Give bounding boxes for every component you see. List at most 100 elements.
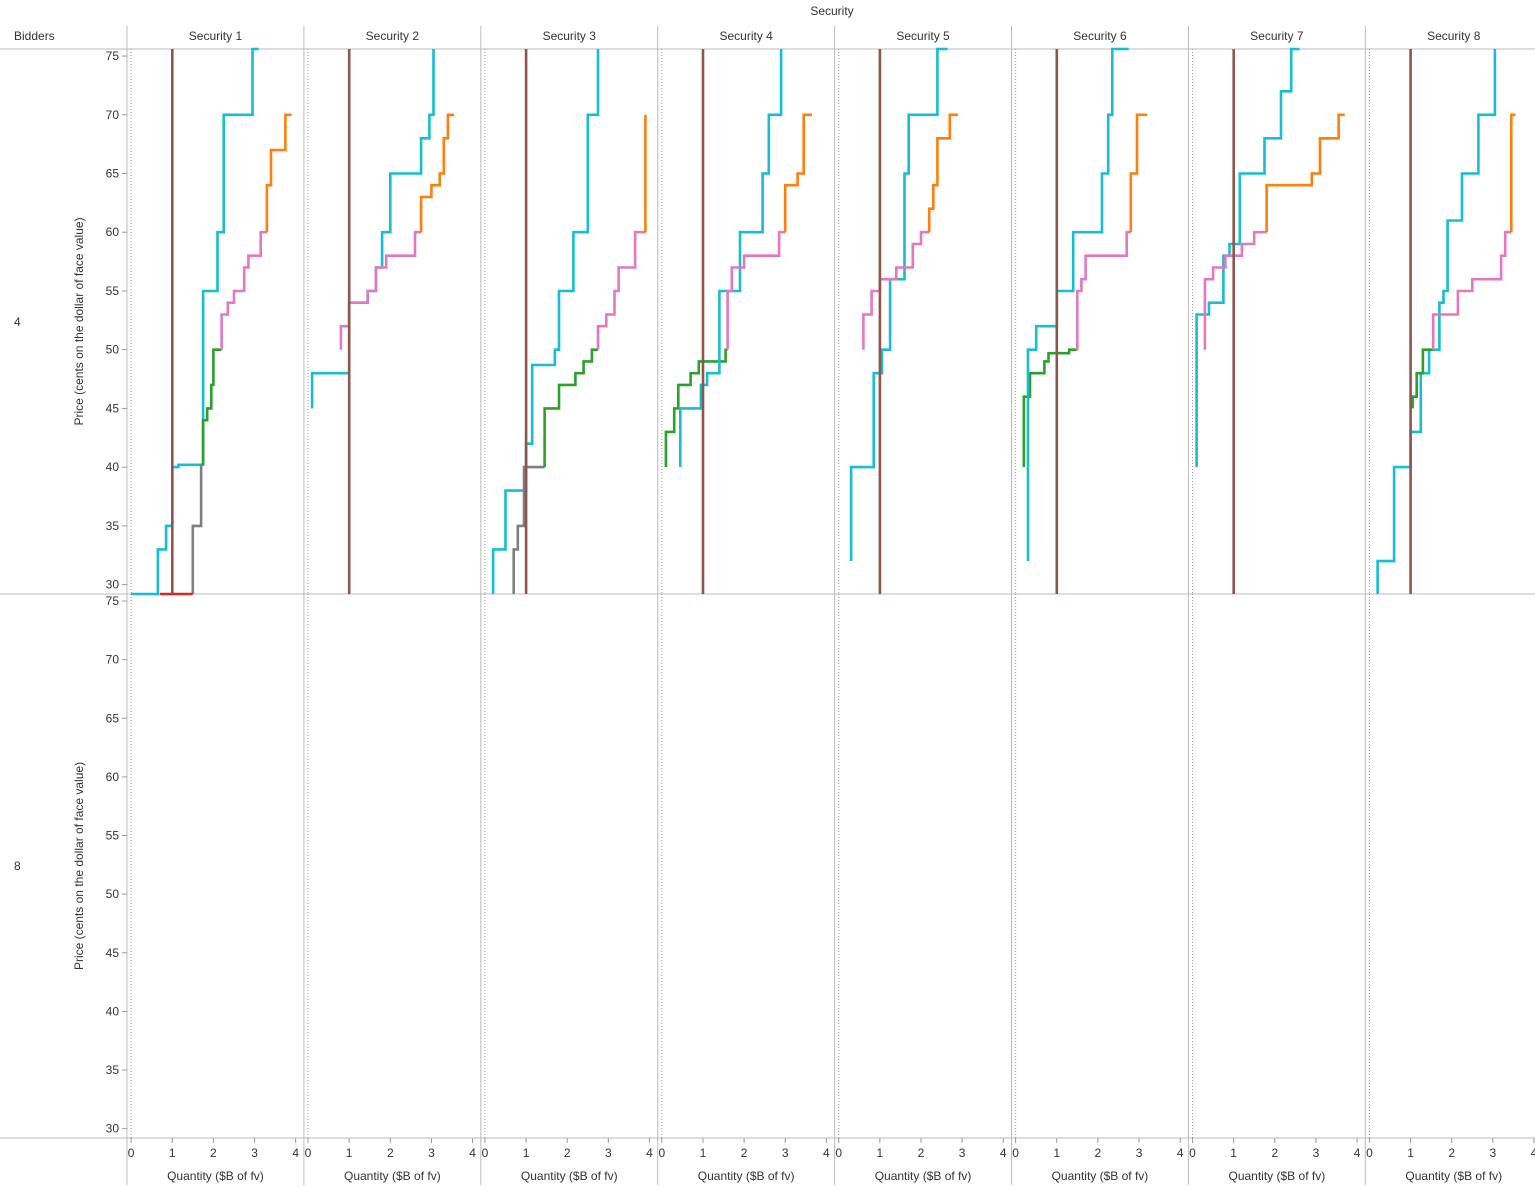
panel-grid: [0, 26, 1535, 1185]
x-tick-label: 0: [128, 1146, 135, 1160]
x-tick-label: 3: [428, 1146, 435, 1160]
y-axis-row-8: 30 35 40 45 50 55 60 65 70 75 Price (cents on the …: [72, 594, 127, 1136]
green-bid-curve: [201, 348, 222, 465]
teal-bid-curve: [1026, 47, 1129, 562]
column-title: Security 8: [1427, 29, 1481, 43]
y-tick-label: 75: [106, 49, 120, 63]
x-axis-label: Quantity ($B of fv): [698, 1169, 795, 1183]
x-tick-label: 4: [292, 1146, 299, 1160]
row-label-4: 4: [14, 315, 21, 329]
row-header: Bidders: [14, 29, 55, 43]
panel-4-security-7: [1195, 47, 1345, 594]
x-axis-col-8: 0 1 2 3 4 Quantity ($B of fv): [1366, 1138, 1535, 1183]
orange-bid-curve: [783, 113, 812, 233]
x-tick-label: 0: [305, 1146, 312, 1160]
pink-bid-curve: [220, 230, 267, 350]
row-label-8: 8: [14, 859, 21, 873]
x-tick-label: 3: [251, 1146, 258, 1160]
panel-4-security-1: [131, 47, 292, 596]
x-axis-label: Quantity ($B of fv): [344, 1169, 441, 1183]
orange-bid-curve: [1510, 113, 1516, 233]
x-tick-label: 4: [469, 1146, 476, 1160]
y-tick-label: 45: [106, 946, 120, 960]
y-tick-label: 55: [106, 284, 120, 298]
teal-bid-curve: [491, 49, 600, 594]
y-tick-label: 60: [106, 225, 120, 239]
x-axis-col-1: 0 1 2 3 4 Quantity ($B of fv): [128, 1138, 299, 1183]
teal-bid-curve: [1195, 47, 1300, 468]
pink-bid-curve: [596, 230, 646, 350]
x-axis-col-7: 0 1 2 3 4 Quantity ($B of fv): [1189, 1138, 1361, 1183]
y-tick-label: 70: [106, 108, 120, 122]
pink-bid-curve: [1203, 230, 1267, 350]
y-tick-label: 70: [106, 653, 120, 667]
x-tick-label: 1: [523, 1146, 530, 1160]
y-tick-label: 40: [106, 460, 120, 474]
x-tick-label: 2: [387, 1146, 394, 1160]
y-tick-label: 75: [106, 594, 120, 608]
x-tick-label: 0: [1189, 1146, 1196, 1160]
x-axis-label: Quantity ($B of fv): [1405, 1169, 1502, 1183]
column-title: Security 5: [896, 29, 950, 43]
x-axis-label: Quantity ($B of fv): [1052, 1169, 1149, 1183]
x-axis-col-4: 0 1 2 3 4 Quantity ($B of fv): [658, 1138, 830, 1183]
y-axis-row-4: 30 35 40 45 50 55 60 65 70 75 Price (cents on the …: [72, 49, 127, 592]
x-tick-label: 0: [482, 1146, 489, 1160]
y-tick-label: 35: [106, 519, 120, 533]
x-tick-label: 0: [835, 1146, 842, 1160]
green-bid-curve: [664, 348, 728, 468]
orange-bid-curve: [1129, 113, 1148, 233]
x-tick-label: 2: [1095, 1146, 1102, 1160]
column-title: Security 3: [543, 29, 597, 43]
y-tick-label: 65: [106, 711, 120, 725]
x-tick-label: 1: [346, 1146, 353, 1160]
x-tick-label: 3: [782, 1146, 789, 1160]
x-tick-label: 1: [1053, 1146, 1060, 1160]
x-tick-label: 2: [210, 1146, 217, 1160]
x-tick-label: 4: [1531, 1146, 1535, 1160]
column-title: Security 7: [1250, 29, 1304, 43]
x-tick-label: 2: [918, 1146, 925, 1160]
axes: Security 1 Security 2 Security 3 Security 4…: [72, 29, 1535, 1183]
x-tick-label: 1: [169, 1146, 176, 1160]
panel-4-security-3: [491, 49, 647, 594]
x-tick-label: 4: [1354, 1146, 1361, 1160]
y-axis-label: Price (cents on the dollar of face value…: [72, 762, 86, 970]
column-title: Security 4: [719, 29, 773, 43]
x-tick-label: 2: [1271, 1146, 1278, 1160]
teal-bid-curve: [131, 47, 259, 596]
y-tick-label: 30: [106, 1122, 120, 1136]
x-tick-label: 0: [1366, 1146, 1373, 1160]
x-tick-label: 3: [1489, 1146, 1496, 1160]
x-axis-label: Quantity ($B of fv): [875, 1169, 972, 1183]
y-tick-label: 65: [106, 167, 120, 181]
x-tick-label: 3: [1136, 1146, 1143, 1160]
green-bid-curve: [1022, 348, 1078, 468]
column-title: Security 1: [189, 29, 243, 43]
y-tick-label: 50: [106, 343, 120, 357]
pink-bid-curve: [1431, 230, 1512, 350]
bid-curves: [131, 47, 1516, 596]
teal-bid-curve: [1376, 49, 1497, 594]
x-axis-col-6: 0 1 2 3 4 Quantity ($B of fv): [1012, 1138, 1184, 1183]
y-tick-label: 35: [106, 1063, 120, 1077]
x-axis-label: Quantity ($B of fv): [521, 1169, 618, 1183]
x-axis-label: Quantity ($B of fv): [167, 1169, 264, 1183]
y-tick-label: 30: [106, 578, 120, 592]
column-header: Security: [810, 4, 853, 18]
x-tick-label: 4: [646, 1146, 653, 1160]
gray-bid-curve: [512, 465, 545, 594]
orange-bid-curve: [1265, 113, 1345, 233]
orange-bid-curve: [265, 113, 292, 233]
x-tick-label: 1: [700, 1146, 707, 1160]
green-bid-curve: [543, 348, 598, 468]
x-axis-col-3: 0 1 2 3 4 Quantity ($B of fv): [482, 1138, 653, 1183]
panel-4-security-4: [664, 49, 812, 594]
panel-4-security-5: [849, 47, 958, 594]
y-tick-label: 45: [106, 401, 120, 415]
y-tick-label: 60: [106, 770, 120, 784]
panel-4-security-6: [1022, 47, 1148, 594]
x-tick-label: 4: [1177, 1146, 1184, 1160]
x-axis-label: Quantity ($B of fv): [1228, 1169, 1325, 1183]
